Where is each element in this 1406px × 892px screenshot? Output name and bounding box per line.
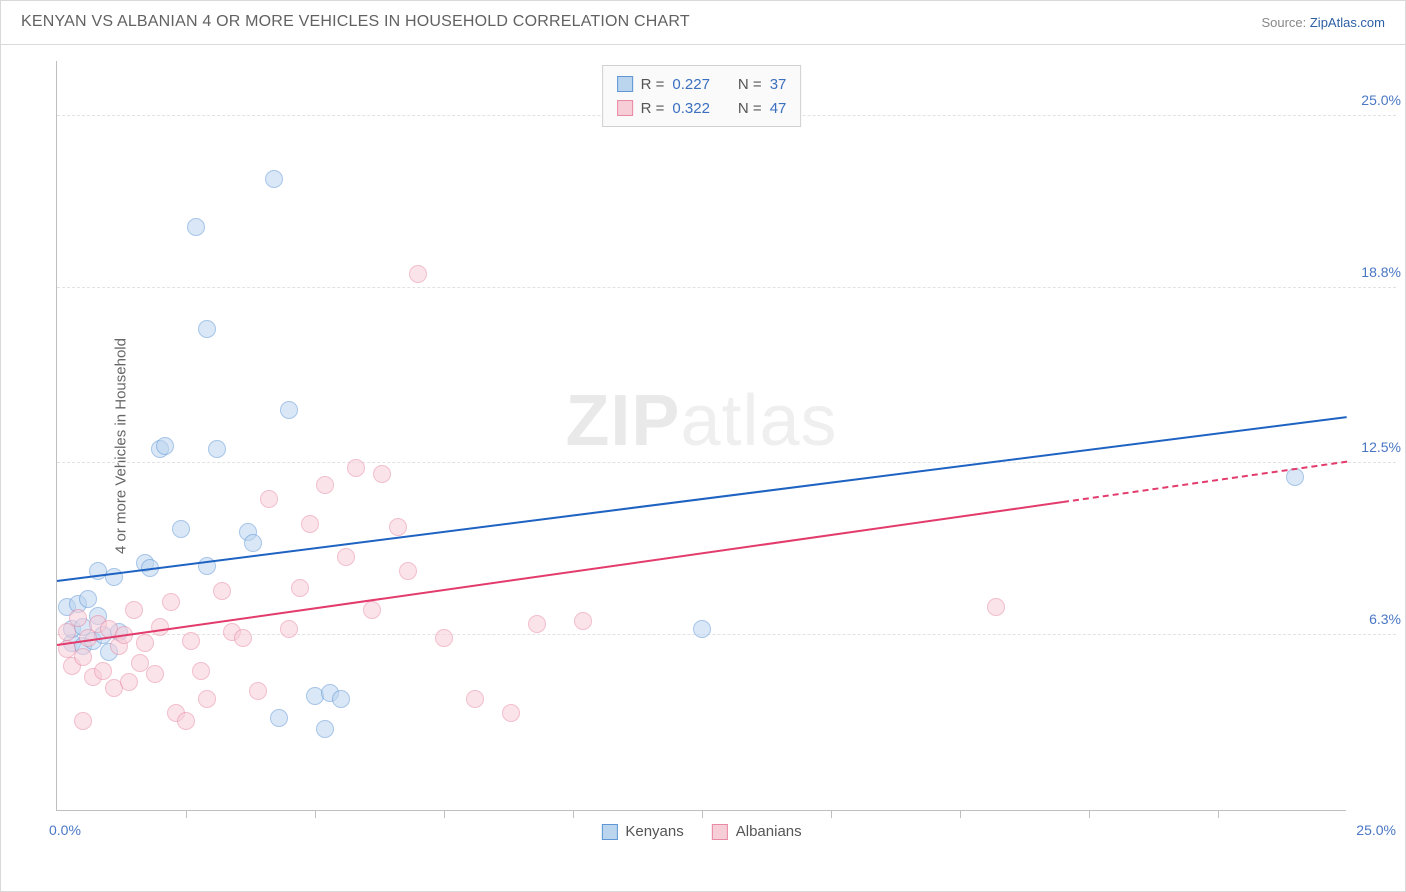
stats-n-b: 47 xyxy=(770,100,787,117)
data-point xyxy=(373,465,391,483)
data-point xyxy=(74,712,92,730)
data-point xyxy=(337,548,355,566)
data-point xyxy=(399,562,417,580)
data-point xyxy=(105,568,123,586)
data-point xyxy=(187,218,205,236)
data-point xyxy=(213,582,231,600)
data-point xyxy=(94,662,112,680)
y-tick-label: 6.3% xyxy=(1369,611,1401,627)
data-point xyxy=(265,170,283,188)
chart-title: KENYAN VS ALBANIAN 4 OR MORE VEHICLES IN… xyxy=(21,13,690,31)
series-legend-a: Kenyans xyxy=(601,823,683,840)
y-tick-label: 12.5% xyxy=(1361,439,1401,455)
x-tick xyxy=(702,810,703,818)
stats-r-b: 0.322 xyxy=(672,100,710,117)
trend-line xyxy=(57,416,1347,582)
data-point xyxy=(131,654,149,672)
data-point xyxy=(280,620,298,638)
gridline-h xyxy=(57,462,1396,463)
data-point xyxy=(528,615,546,633)
data-point xyxy=(198,320,216,338)
stats-swatch-a xyxy=(617,76,633,92)
data-point xyxy=(136,634,154,652)
data-point xyxy=(244,534,262,552)
source-link[interactable]: ZipAtlas.com xyxy=(1310,15,1385,30)
data-point xyxy=(192,662,210,680)
swatch-b-icon xyxy=(712,824,728,840)
chart-container: KENYAN VS ALBANIAN 4 OR MORE VEHICLES IN… xyxy=(0,0,1406,892)
stats-n-label: N = xyxy=(738,76,762,93)
data-point xyxy=(151,618,169,636)
x-tick xyxy=(960,810,961,818)
data-point xyxy=(120,673,138,691)
data-point xyxy=(156,437,174,455)
data-point xyxy=(389,518,407,536)
stats-n-label: N = xyxy=(738,100,762,117)
stats-swatch-b xyxy=(617,100,633,116)
stats-n-a: 37 xyxy=(770,76,787,93)
data-point xyxy=(234,629,252,647)
data-point xyxy=(574,612,592,630)
data-point xyxy=(74,648,92,666)
data-point xyxy=(987,598,1005,616)
stats-r-a: 0.227 xyxy=(672,76,710,93)
data-point xyxy=(347,459,365,477)
data-point xyxy=(316,720,334,738)
stats-row-a: R = 0.227 N = 37 xyxy=(617,72,787,96)
gridline-h xyxy=(57,287,1396,288)
stats-row-b: R = 0.322 N = 47 xyxy=(617,96,787,120)
data-point xyxy=(301,515,319,533)
x-tick xyxy=(186,810,187,818)
data-point xyxy=(502,704,520,722)
x-tick xyxy=(1218,810,1219,818)
data-point xyxy=(198,690,216,708)
data-point xyxy=(177,712,195,730)
data-point xyxy=(280,401,298,419)
x-tick xyxy=(315,810,316,818)
y-tick-label: 25.0% xyxy=(1361,92,1401,108)
data-point xyxy=(125,601,143,619)
stats-legend: R = 0.227 N = 37 R = 0.322 N = 47 xyxy=(602,65,802,127)
data-point xyxy=(435,629,453,647)
data-point xyxy=(270,709,288,727)
x-tick xyxy=(573,810,574,818)
source-credit: Source: ZipAtlas.com xyxy=(1261,15,1385,30)
swatch-a-icon xyxy=(601,824,617,840)
watermark: ZIPatlas xyxy=(565,380,837,462)
x-tick xyxy=(1089,810,1090,818)
data-point xyxy=(316,476,334,494)
data-point xyxy=(291,579,309,597)
x-axis-min: 0.0% xyxy=(49,822,81,838)
data-point xyxy=(162,593,180,611)
series-a-name: Kenyans xyxy=(625,823,683,840)
data-point xyxy=(332,690,350,708)
data-point xyxy=(249,682,267,700)
x-tick xyxy=(831,810,832,818)
data-point xyxy=(146,665,164,683)
x-axis-max: 25.0% xyxy=(1356,822,1396,838)
data-point xyxy=(69,609,87,627)
stats-r-label: R = xyxy=(641,100,665,117)
data-point xyxy=(182,632,200,650)
trend-line xyxy=(1063,461,1347,503)
data-point xyxy=(79,590,97,608)
data-point xyxy=(208,440,226,458)
data-point xyxy=(466,690,484,708)
data-point xyxy=(172,520,190,538)
source-prefix: Source: xyxy=(1261,15,1309,30)
title-bar: KENYAN VS ALBANIAN 4 OR MORE VEHICLES IN… xyxy=(1,1,1405,45)
data-point xyxy=(363,601,381,619)
plot-area: ZIPatlas R = 0.227 N = 37 R = 0.322 N = … xyxy=(56,61,1346,811)
x-tick xyxy=(444,810,445,818)
y-tick-label: 18.8% xyxy=(1361,264,1401,280)
series-legend-b: Albanians xyxy=(712,823,802,840)
stats-r-label: R = xyxy=(641,76,665,93)
series-b-name: Albanians xyxy=(736,823,802,840)
gridline-h xyxy=(57,634,1396,635)
data-point xyxy=(260,490,278,508)
series-legend: Kenyans Albanians xyxy=(601,823,801,840)
data-point xyxy=(693,620,711,638)
data-point xyxy=(409,265,427,283)
